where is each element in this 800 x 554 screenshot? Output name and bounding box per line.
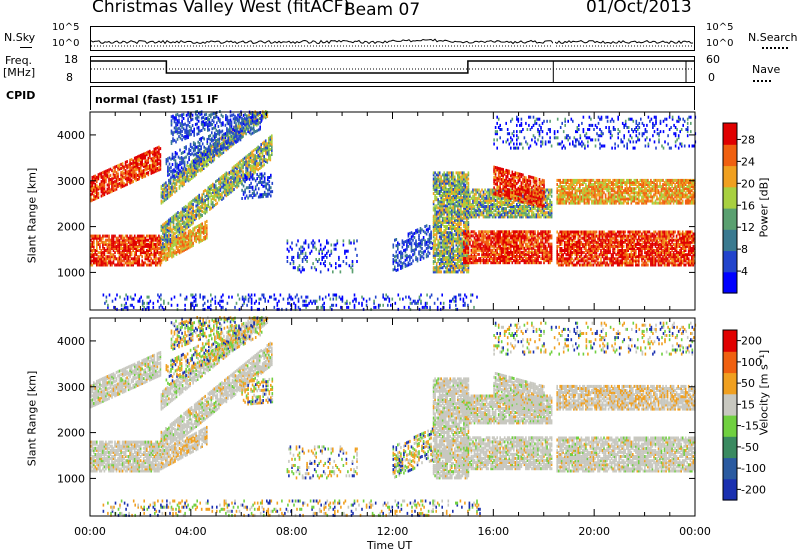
colorbar-segment — [723, 351, 737, 374]
xtick-label: 12:00 — [377, 525, 409, 538]
nave-tick-top: 60 — [706, 53, 720, 66]
colorbar-tick-label: 24 — [741, 155, 755, 168]
nsky-tick-top: 10^5 — [52, 22, 80, 33]
colorbar-tick-label: 4 — [741, 265, 748, 278]
velocity-colorbar-label: Velocity [m s⁻¹] — [757, 349, 771, 436]
colorbar-tick-label: 50 — [741, 377, 755, 390]
nsky-line — [91, 38, 694, 45]
xtick-label: 16:00 — [477, 525, 509, 538]
colorbar-tick-label: 20 — [741, 177, 755, 190]
nsearch-dots — [762, 47, 788, 49]
freq-tick-top: 18 — [64, 53, 78, 66]
beam-label: Beam 07 — [344, 0, 421, 20]
power-colorbar-label: Power [dB] — [757, 177, 771, 238]
ytick-label: 3000 — [57, 175, 85, 188]
colorbar-tick-label: 28 — [741, 133, 755, 146]
colorbar-tick-label: 200 — [741, 335, 762, 348]
colorbar-segment — [723, 229, 737, 252]
vel-echo-cells — [90, 316, 697, 517]
colorbar-tick-label: 8 — [741, 243, 748, 256]
axes: 00:00 04:00 08:00 12:00 16:00 20:00 00:00 — [74, 525, 711, 538]
x-axis-label: Time UT — [367, 539, 413, 552]
colorbar-segment — [723, 123, 737, 145]
freq-line — [91, 60, 694, 74]
nave-tick-bottom: 0 — [708, 71, 715, 84]
colorbar-segment — [723, 393, 737, 416]
colorbar-segment — [723, 436, 737, 459]
colorbar-segment — [723, 144, 737, 167]
freq-trace — [91, 60, 694, 82]
power-echo-cells — [90, 110, 697, 311]
colorbar-segment — [723, 457, 737, 480]
nsky-underline — [20, 47, 32, 48]
station-title: Christmas Valley West (fitACF) — [92, 0, 351, 17]
xtick-label: 20:00 — [578, 525, 610, 538]
xtick-label: 00:00 — [74, 525, 106, 538]
colorbar-segment — [723, 165, 737, 188]
freq-tick-bottom: 8 — [66, 71, 73, 84]
nsky-right-tick-bottom: 10^0 — [706, 38, 734, 49]
ytick-label: 1000 — [57, 472, 85, 485]
ytick-label: 2000 — [57, 427, 85, 440]
colorbar-segment — [723, 186, 737, 209]
colorbar-segment — [723, 478, 737, 501]
ytick-label: 4000 — [57, 129, 85, 142]
colorbar-tick-label: -100 — [741, 462, 766, 475]
nave-label: Nave — [752, 63, 781, 76]
nsky-trace — [91, 37, 694, 50]
xtick-label: 08:00 — [276, 525, 308, 538]
colorbar-segment — [723, 208, 737, 230]
colorbar-tick-label: -50 — [741, 441, 759, 454]
colorbar-segment — [723, 372, 737, 395]
colorbar-tick-label: 15 — [741, 398, 755, 411]
colorbar-frame — [722, 329, 738, 501]
date-label: 01/Oct/2013 — [586, 0, 692, 17]
colorbars: 28 24 20 16 12 8 4 200 100 50 15 -15 -50 -100 -200 — [722, 122, 766, 501]
colorbar-tick-label: 16 — [741, 199, 755, 212]
nsky-label: N.Sky — [4, 31, 36, 44]
xtick-label: 00:00 — [679, 525, 711, 538]
ytick-label: 3000 — [57, 381, 85, 394]
ytick-label: 4000 — [57, 335, 85, 348]
cpid-value: normal (fast) 151 IF — [95, 93, 219, 106]
freq-panel — [90, 56, 695, 83]
colorbar-segment — [723, 250, 737, 273]
colorbar-tick-label: -200 — [741, 483, 766, 496]
power-ylabel: Slant Range [km] — [25, 167, 39, 264]
velocity-ylabel: Slant Range [km] — [25, 370, 39, 467]
freq-label: Freq. — [5, 54, 33, 67]
ytick-label: 2000 — [57, 221, 85, 234]
freq-unit: [MHz] — [3, 66, 36, 79]
nave-dots — [753, 80, 771, 82]
colorbar-tick-label: 100 — [741, 356, 762, 369]
power-panel: 1000 2000 3000 4000 — [57, 110, 697, 311]
velocity-panel: 1000 2000 3000 4000 — [57, 316, 697, 517]
cpid-panel: normal (fast) 151 IF — [90, 86, 695, 110]
colorbar-segment — [723, 415, 737, 437]
colorbar-tick-label: 12 — [741, 221, 755, 234]
xtick-label: 04:00 — [175, 525, 207, 538]
colorbar-tick-label: -15 — [741, 420, 759, 433]
colorbar-segment — [723, 330, 737, 352]
nsky-right-tick-top: 10^5 — [706, 22, 734, 33]
nsky-tick-bottom: 10^0 — [52, 38, 80, 49]
ytick-label: 1000 — [57, 266, 85, 279]
colorbar-frame — [722, 122, 738, 294]
nsearch-label: N.Search — [748, 31, 798, 44]
cpid-label: CPID — [6, 89, 36, 102]
nsky-panel — [90, 26, 695, 51]
colorbar-segment — [723, 271, 737, 294]
